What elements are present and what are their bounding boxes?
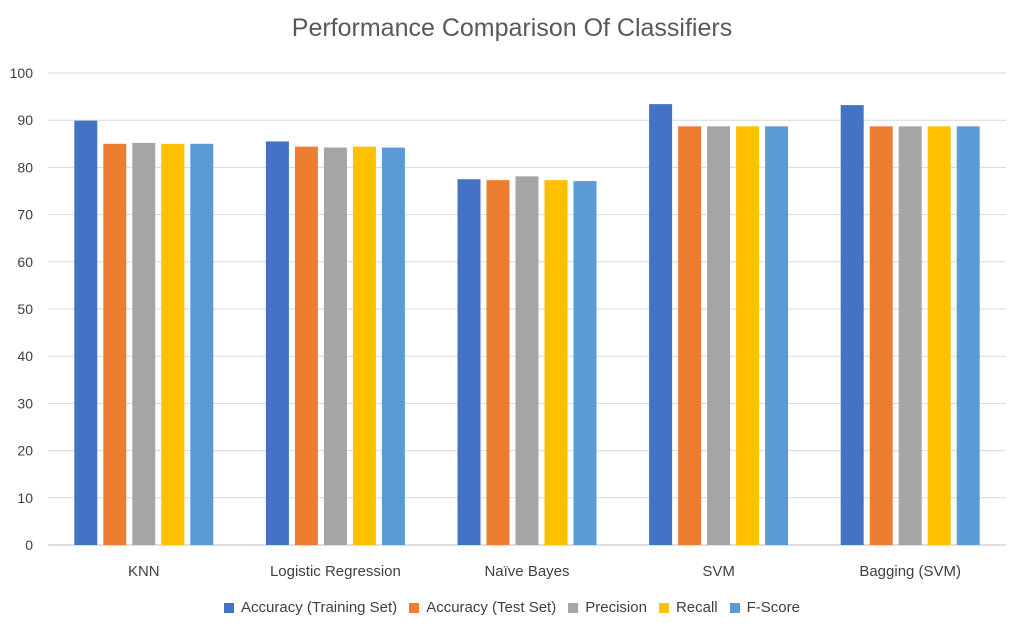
bar xyxy=(898,126,922,545)
bar xyxy=(707,126,731,545)
bar xyxy=(381,147,405,546)
y-tick-label: 60 xyxy=(17,254,33,270)
bar xyxy=(956,126,980,545)
y-axis-ticks: 0 10 20 30 40 50 60 70 80 90 100 xyxy=(10,65,34,553)
y-tick-label: 70 xyxy=(17,207,33,223)
bar xyxy=(352,146,376,545)
legend-label: F-Score xyxy=(746,599,800,616)
bar xyxy=(765,126,789,545)
bar xyxy=(190,143,214,546)
x-axis-ticks: KNN Logistic Regression Naïve Bayes SVM Bagg… xyxy=(128,563,961,580)
bar xyxy=(573,181,597,545)
x-tick-label: Bagging (SVM) xyxy=(859,563,961,580)
bar xyxy=(840,105,864,545)
legend-item: Accuracy (Training Set) xyxy=(224,599,397,616)
y-tick-label: 30 xyxy=(17,395,33,411)
bar xyxy=(544,180,568,546)
bar xyxy=(678,126,702,545)
legend-swatch xyxy=(224,602,235,613)
legend-swatch xyxy=(568,602,579,613)
y-tick-label: 100 xyxy=(10,65,34,81)
legend-swatch xyxy=(409,602,420,613)
bar xyxy=(515,176,539,546)
bar xyxy=(103,143,127,546)
bar xyxy=(294,146,318,545)
bar xyxy=(323,147,347,546)
legend-swatch xyxy=(658,602,669,613)
x-tick-label: KNN xyxy=(128,563,160,580)
legend-item: F-Score xyxy=(729,599,800,616)
chart-title: Performance Comparison Of Classifiers xyxy=(291,14,733,42)
x-tick-label: Naïve Bayes xyxy=(484,563,569,580)
y-tick-label: 40 xyxy=(17,348,33,364)
bar xyxy=(736,126,760,545)
y-tick-label: 90 xyxy=(17,112,33,128)
y-tick-label: 10 xyxy=(17,490,33,506)
bar xyxy=(486,180,510,546)
bar xyxy=(649,104,673,545)
bar xyxy=(457,179,481,545)
y-tick-label: 0 xyxy=(25,537,33,553)
bar xyxy=(927,126,951,545)
x-tick-label: Logistic Regression xyxy=(270,563,401,580)
bar xyxy=(74,120,98,545)
legend-label: Recall xyxy=(675,599,718,616)
y-tick-label: 20 xyxy=(17,443,33,459)
legend-item: Precision xyxy=(568,599,647,616)
legend-label: Accuracy (Test Set) xyxy=(426,599,557,616)
bar xyxy=(132,142,156,545)
bar xyxy=(265,141,289,545)
bar xyxy=(869,126,893,545)
legend-label: Accuracy (Training Set) xyxy=(241,599,398,616)
legend-item: Recall xyxy=(658,599,718,616)
y-tick-label: 80 xyxy=(17,159,33,175)
bars xyxy=(74,104,980,546)
bar xyxy=(161,143,185,546)
legend-label: Precision xyxy=(585,599,647,616)
legend: Accuracy (Training Set) Accuracy (Test Se… xyxy=(0,599,1024,616)
legend-item: Accuracy (Test Set) xyxy=(409,599,556,616)
y-tick-label: 50 xyxy=(17,301,33,317)
legend-swatch xyxy=(729,602,740,613)
x-tick-label: SVM xyxy=(702,563,735,580)
